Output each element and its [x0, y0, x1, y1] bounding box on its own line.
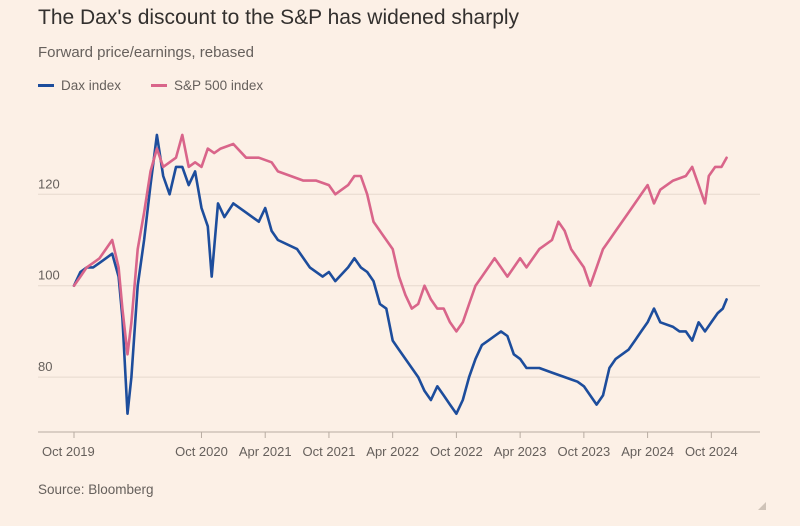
legend-swatch-sp500 — [151, 84, 168, 87]
axis-layer: 80 100 120 Oct 2019 Oct 2020 Apr 2021 Oct 2021… — [38, 176, 760, 459]
x-tick-label: Oct 2021 — [303, 444, 356, 459]
legend: Dax index S&P 500 index — [38, 78, 293, 93]
x-tick-label: Oct 2023 — [557, 444, 610, 459]
y-tick-label: 100 — [38, 268, 60, 283]
x-tick-label: Apr 2022 — [366, 444, 419, 459]
legend-item-dax: Dax index — [38, 78, 121, 93]
x-tick-label: Oct 2024 — [685, 444, 738, 459]
series-line-sp500 — [72, 133, 728, 356]
legend-label-dax: Dax index — [61, 78, 122, 93]
y-tick-label: 80 — [38, 359, 52, 374]
chart-subtitle: Forward price/earnings, rebased — [38, 44, 254, 61]
x-tick-label: Apr 2023 — [494, 444, 547, 459]
series-layer — [72, 133, 728, 415]
series-line-dax — [72, 133, 728, 415]
x-tick-label: Oct 2020 — [175, 444, 228, 459]
x-tick-label: Apr 2021 — [239, 444, 292, 459]
x-tick-label: Oct 2022 — [430, 444, 483, 459]
y-tick-label: 120 — [38, 176, 60, 191]
chart-title: The Dax's discount to the S&P has widene… — [38, 6, 520, 29]
x-tick-label: Oct 2019 — [42, 444, 95, 459]
legend-swatch-dax — [38, 84, 54, 87]
legend-item-sp500: S&P 500 index — [151, 78, 263, 93]
legend-label-sp500: S&P 500 index — [174, 78, 264, 93]
source-note: Source: Bloomberg — [38, 482, 154, 497]
resize-corner-icon — [758, 502, 766, 510]
x-tick-label: Apr 2024 — [621, 444, 674, 459]
